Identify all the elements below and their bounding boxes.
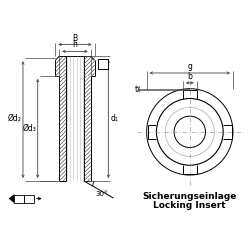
Text: A: A (100, 60, 106, 69)
Text: Ød₂: Ød₂ (8, 114, 22, 123)
Text: x: x (17, 196, 21, 202)
Text: Sicherungseinlage: Sicherungseinlage (142, 192, 237, 201)
Text: t: t (135, 85, 138, 94)
Text: b: b (187, 72, 192, 81)
Text: Locking Insert: Locking Insert (154, 201, 226, 210)
Text: d₁: d₁ (110, 114, 118, 123)
Bar (98, 59, 108, 69)
Text: A: A (26, 196, 32, 202)
Text: h: h (72, 40, 78, 50)
Bar (24, 195, 34, 202)
Text: 30°: 30° (96, 191, 108, 197)
Bar (14, 195, 24, 202)
Polygon shape (9, 195, 14, 202)
Text: Ød₃: Ød₃ (23, 124, 37, 133)
Text: g: g (187, 62, 192, 71)
Text: B: B (72, 34, 78, 42)
